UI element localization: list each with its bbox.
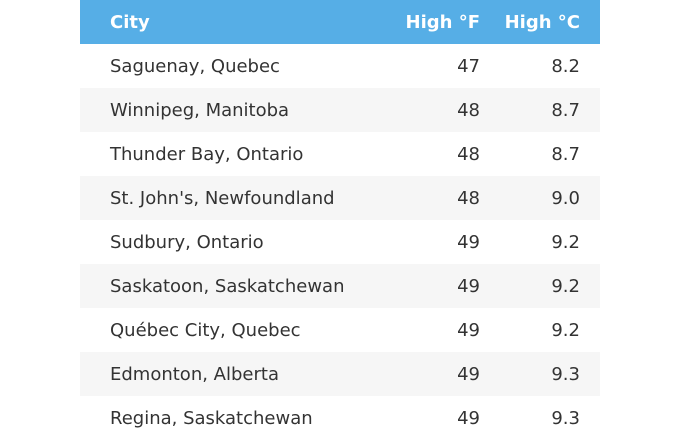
header-cell: City: [80, 0, 370, 44]
city-cell: Regina, Saskatchewan: [110, 407, 313, 429]
city-cell: Québec City, Quebec: [110, 319, 301, 341]
temperature-cell: 8.2: [551, 55, 580, 77]
table-row: Thunder Bay, Ontario 48 8.7: [80, 132, 600, 176]
city-cell: Winnipeg, Manitoba: [80, 88, 370, 132]
temperature-cell: 8.7: [480, 88, 600, 132]
table-row: St. John's, Newfoundland 48 9.0: [80, 176, 600, 220]
temperature-cell: 49: [457, 231, 480, 253]
city-cell: Sudbury, Ontario: [110, 231, 264, 253]
temperature-cell: 48: [370, 176, 480, 220]
temperature-cell: 9.2: [480, 264, 600, 308]
header-cell: High °F: [370, 0, 480, 44]
city-cell: Edmonton, Alberta: [80, 352, 370, 396]
header-row: City High °F High °C: [80, 0, 600, 44]
table-row: Saguenay, Quebec 47 8.2: [80, 44, 600, 88]
temperature-cell: 47: [457, 55, 480, 77]
table-body: Saguenay, Quebec 47 8.2 Winnipeg, Manitoba 4…: [80, 44, 600, 440]
table-row: Regina, Saskatchewan 49 9.3: [80, 396, 600, 440]
table-row: Sudbury, Ontario 49 9.2: [80, 220, 600, 264]
temperature-cell: 49: [457, 319, 480, 341]
temperature-cell: 48: [370, 88, 480, 132]
city-cell: Saskatoon, Saskatchewan: [80, 264, 370, 308]
header-cell: High °C: [480, 0, 600, 44]
temperature-cell: 9.2: [551, 231, 580, 253]
temperature-cell: 49: [370, 352, 480, 396]
city-cell: St. John's, Newfoundland: [80, 176, 370, 220]
table-row: Edmonton, Alberta 49 9.3: [80, 352, 600, 396]
temperature-cell: 9.3: [551, 407, 580, 429]
table-row: Québec City, Quebec 49 9.2: [80, 308, 600, 352]
table-row: Winnipeg, Manitoba 48 8.7: [80, 88, 600, 132]
table-row: Saskatoon, Saskatchewan 49 9.2: [80, 264, 600, 308]
temperature-cell: 49: [457, 407, 480, 429]
city-cell: Saguenay, Quebec: [110, 55, 280, 77]
temperature-cell: 9.3: [480, 352, 600, 396]
table-header: City High °F High °C: [80, 0, 600, 44]
temperature-cell: 9.2: [551, 319, 580, 341]
temperature-cell: 8.7: [551, 143, 580, 165]
temperature-cell: 9.0: [480, 176, 600, 220]
city-cell: Thunder Bay, Ontario: [110, 143, 304, 165]
temperature-cell: 48: [457, 143, 480, 165]
temperature-cell: 49: [370, 264, 480, 308]
city-temperature-table: City High °F High °C Saguenay, Quebec 47 8…: [80, 0, 600, 440]
